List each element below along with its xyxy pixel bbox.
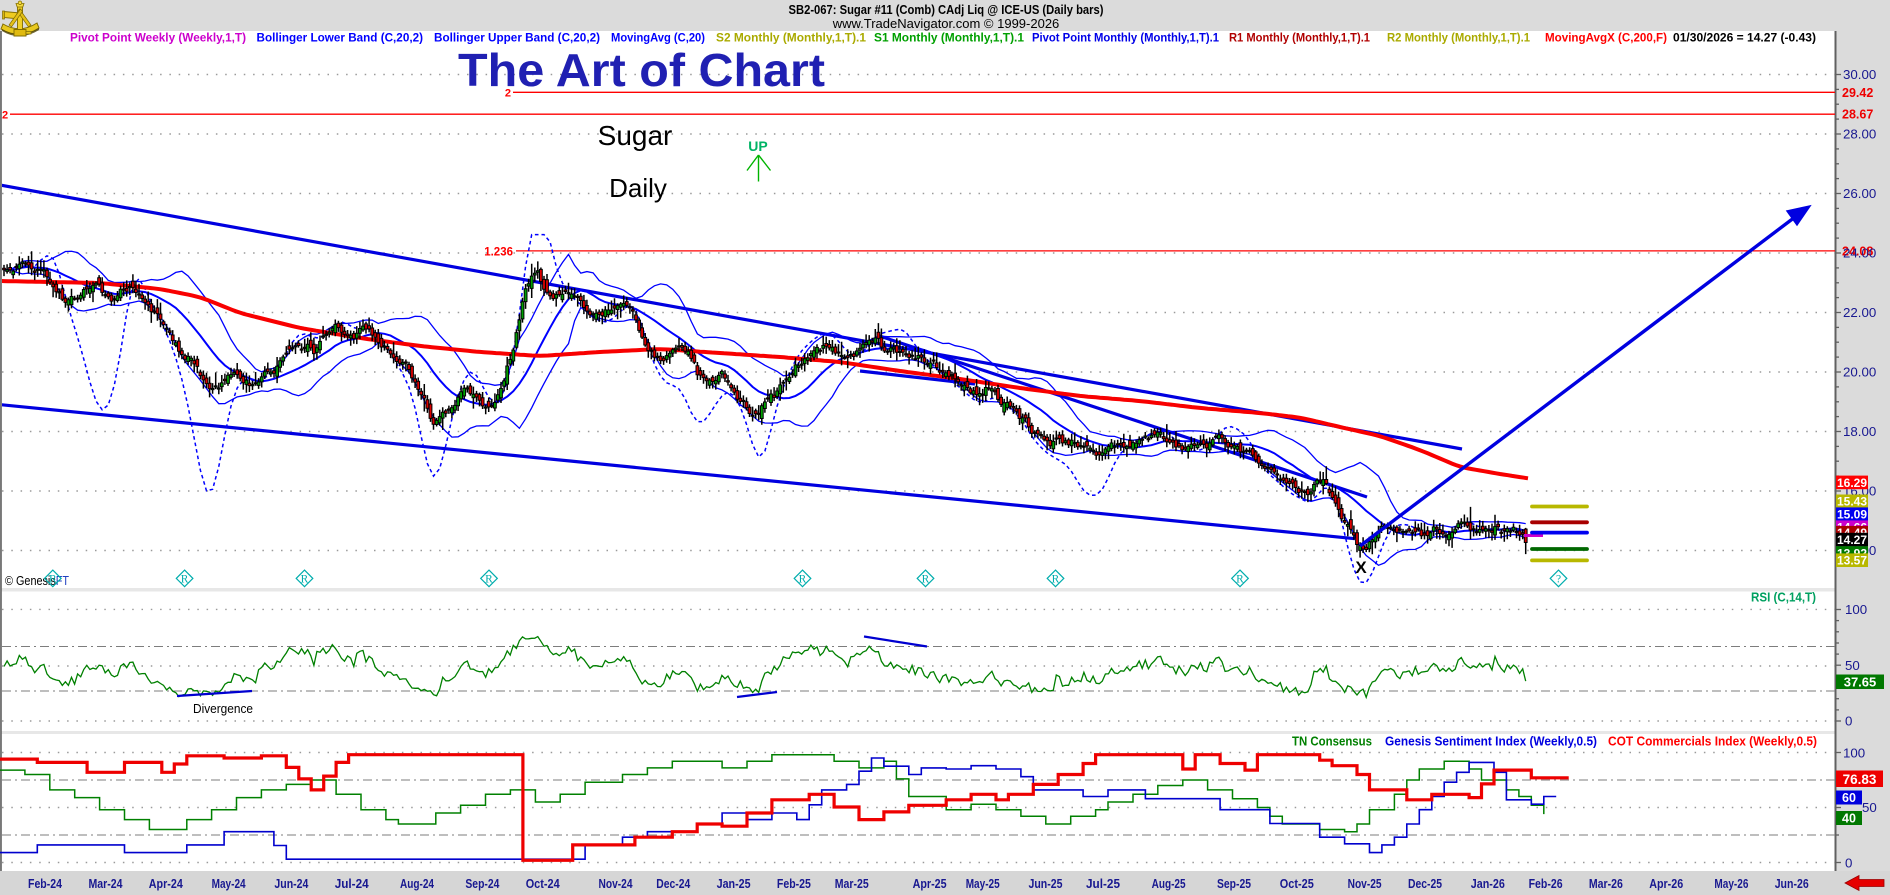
svg-text:The Art of Chart: The Art of Chart <box>458 44 825 96</box>
svg-text:Jun-25: Jun-25 <box>1029 876 1063 891</box>
svg-text:May-26: May-26 <box>1714 876 1748 891</box>
svg-text:Divergence: Divergence <box>193 701 253 716</box>
svg-text:100: 100 <box>1843 746 1865 761</box>
svg-text:May-25: May-25 <box>966 876 1000 891</box>
svg-text:Genesis Sentiment Index (Weekl: Genesis Sentiment Index (Weekly,0.5) <box>1385 735 1597 749</box>
svg-text:S2 Monthly (Monthly,1,T).1: S2 Monthly (Monthly,1,T).1 <box>716 31 866 45</box>
svg-text:Oct-24: Oct-24 <box>526 876 561 891</box>
svg-text:R: R <box>922 574 930 586</box>
svg-text:R: R <box>485 574 493 586</box>
svg-text:Aug-24: Aug-24 <box>400 876 435 891</box>
svg-text:COT Commercials Index (Weekly,: COT Commercials Index (Weekly,0.5) <box>1608 735 1817 749</box>
svg-text:Nov-24: Nov-24 <box>599 876 634 891</box>
svg-text:www.TradeNavigator.com © 1999-: www.TradeNavigator.com © 1999-2026 <box>832 16 1060 31</box>
svg-text:Pivot Point Monthly (Monthly,1: Pivot Point Monthly (Monthly,1,T).1 <box>1032 31 1219 45</box>
svg-text:Aug-25: Aug-25 <box>1152 876 1186 891</box>
svg-text:20.00: 20.00 <box>1843 365 1876 380</box>
svg-text:SB2-067: Sugar #11 (Comb) CAd: SB2-067: Sugar #11 (Comb) CAdj Liq @ ICE… <box>789 2 1104 17</box>
svg-text:0: 0 <box>1845 856 1852 871</box>
svg-text:Bollinger Upper Band (C,20,2): Bollinger Upper Band (C,20,2) <box>434 31 600 45</box>
svg-text:May-24: May-24 <box>212 876 247 891</box>
svg-text:Jul-25: Jul-25 <box>1086 876 1120 891</box>
svg-text:Jan-26: Jan-26 <box>1471 876 1505 891</box>
svg-text:0: 0 <box>1845 714 1852 729</box>
svg-text:R: R <box>49 574 57 586</box>
svg-text:18.00: 18.00 <box>1843 424 1876 439</box>
svg-text:30.00: 30.00 <box>1843 67 1876 82</box>
svg-text:Feb-26: Feb-26 <box>1529 876 1563 891</box>
svg-text:?: ? <box>1556 574 1561 586</box>
svg-text:Jan-25: Jan-25 <box>717 876 751 891</box>
svg-text:Bollinger Lower Band (C,20,2): Bollinger Lower Band (C,20,2) <box>257 31 424 45</box>
svg-text:15.09: 15.09 <box>1837 508 1867 522</box>
svg-text:29.42: 29.42 <box>1842 86 1873 100</box>
svg-text:Jun-24: Jun-24 <box>274 876 309 891</box>
svg-text:28.00: 28.00 <box>1843 127 1876 142</box>
svg-text:Feb-24: Feb-24 <box>28 876 63 891</box>
svg-text:Mar-25: Mar-25 <box>835 876 869 891</box>
svg-text:RSI (C,14,T): RSI (C,14,T) <box>1751 590 1816 605</box>
svg-text:Oct-25: Oct-25 <box>1280 876 1314 891</box>
svg-text:2: 2 <box>505 88 511 100</box>
svg-text:1.236: 1.236 <box>484 246 513 258</box>
svg-text:100: 100 <box>1845 602 1867 617</box>
svg-text:Daily: Daily <box>609 173 667 203</box>
svg-text:24.00: 24.00 <box>1843 246 1876 261</box>
svg-text:Pivot Point Weekly (Weekly,1,T: Pivot Point Weekly (Weekly,1,T) <box>70 31 246 45</box>
svg-text:Apr-25: Apr-25 <box>913 876 947 891</box>
svg-text:50: 50 <box>1862 800 1877 815</box>
svg-text:Apr-24: Apr-24 <box>149 876 184 891</box>
svg-text:R: R <box>1236 574 1244 586</box>
svg-text:R: R <box>799 574 807 586</box>
svg-text:60: 60 <box>1842 791 1856 805</box>
svg-text:Mar-26: Mar-26 <box>1589 876 1623 891</box>
svg-text:Mar-24: Mar-24 <box>89 876 124 891</box>
svg-text:28.67: 28.67 <box>1842 108 1873 122</box>
svg-text:76.83: 76.83 <box>1843 772 1877 787</box>
svg-text:R: R <box>181 574 189 586</box>
svg-text:TN Consensus: TN Consensus <box>1292 735 1372 749</box>
svg-text:R: R <box>1052 574 1060 586</box>
svg-text:Sep-25: Sep-25 <box>1217 876 1251 891</box>
svg-text:MovingAvgX (C,200,F): MovingAvgX (C,200,F) <box>1545 31 1667 45</box>
svg-text:22.00: 22.00 <box>1843 305 1876 320</box>
svg-text:01/30/2026 = 14.27 (-0.43): 01/30/2026 = 14.27 (-0.43) <box>1673 31 1816 45</box>
svg-text:UP: UP <box>748 138 767 154</box>
svg-text:MovingAvg (C,20): MovingAvg (C,20) <box>611 31 705 45</box>
svg-text:R2 Monthly (Monthly,1,T).1: R2 Monthly (Monthly,1,T).1 <box>1387 31 1530 45</box>
svg-text:2: 2 <box>2 110 8 122</box>
svg-text:Jul-24: Jul-24 <box>335 876 370 891</box>
svg-text:Sugar: Sugar <box>598 120 673 151</box>
svg-text:13.57: 13.57 <box>1837 554 1867 568</box>
svg-text:24.08: 24.08 <box>1842 244 1873 258</box>
svg-text:S1 Monthly (Monthly,1,T).1: S1 Monthly (Monthly,1,T).1 <box>874 31 1024 45</box>
svg-text:Sep-24: Sep-24 <box>465 876 500 891</box>
svg-text:Dec-24: Dec-24 <box>656 876 691 891</box>
svg-text:50: 50 <box>1845 658 1860 673</box>
svg-text:Nov-25: Nov-25 <box>1348 876 1382 891</box>
svg-text:Jun-26: Jun-26 <box>1775 876 1809 891</box>
svg-text:Dec-25: Dec-25 <box>1408 876 1442 891</box>
svg-text:Apr-26: Apr-26 <box>1649 876 1683 891</box>
svg-text:37.65: 37.65 <box>1844 675 1877 690</box>
svg-text:16.29: 16.29 <box>1837 476 1867 490</box>
svg-text:R: R <box>301 574 309 586</box>
svg-text:15.43: 15.43 <box>1837 495 1867 509</box>
svg-text:R1 Monthly (Monthly,1,T).1: R1 Monthly (Monthly,1,T).1 <box>1229 31 1370 45</box>
svg-text:Feb-25: Feb-25 <box>777 876 811 891</box>
svg-text:26.00: 26.00 <box>1843 186 1876 201</box>
svg-text:40: 40 <box>1842 812 1856 826</box>
svg-text:X: X <box>1355 558 1367 577</box>
svg-text:14.27: 14.27 <box>1837 533 1867 547</box>
